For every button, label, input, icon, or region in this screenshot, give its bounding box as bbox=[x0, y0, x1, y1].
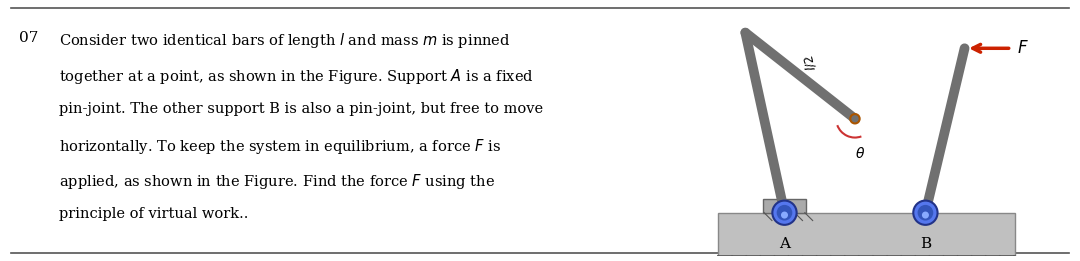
Text: A: A bbox=[779, 237, 789, 251]
Text: together at a point, as shown in the Figure. Support $A$ is a fixed: together at a point, as shown in the Fig… bbox=[59, 67, 535, 86]
Text: applied, as shown in the Figure. Find the force $F$ using the: applied, as shown in the Figure. Find th… bbox=[59, 172, 496, 191]
Text: horizontally. To keep the system in equilibrium, a force $F$ is: horizontally. To keep the system in equi… bbox=[59, 137, 501, 156]
Text: B: B bbox=[920, 237, 931, 251]
Text: $F$: $F$ bbox=[1017, 40, 1029, 57]
Text: $l/2$: $l/2$ bbox=[800, 53, 819, 72]
Polygon shape bbox=[762, 199, 807, 213]
Circle shape bbox=[772, 200, 797, 225]
Circle shape bbox=[781, 211, 788, 219]
Circle shape bbox=[914, 200, 937, 225]
Text: Consider two identical bars of length $l$ and mass $m$ is pinned: Consider two identical bars of length $l… bbox=[59, 31, 511, 50]
Text: pin-joint. The other support B is also a pin-joint, but free to move: pin-joint. The other support B is also a… bbox=[59, 102, 543, 116]
Circle shape bbox=[922, 211, 929, 219]
Circle shape bbox=[777, 205, 793, 221]
Polygon shape bbox=[718, 213, 1015, 256]
Text: $\theta$: $\theta$ bbox=[854, 146, 865, 161]
Circle shape bbox=[918, 205, 933, 221]
Text: principle of virtual work..: principle of virtual work.. bbox=[59, 207, 248, 222]
Text: 07: 07 bbox=[19, 31, 39, 45]
